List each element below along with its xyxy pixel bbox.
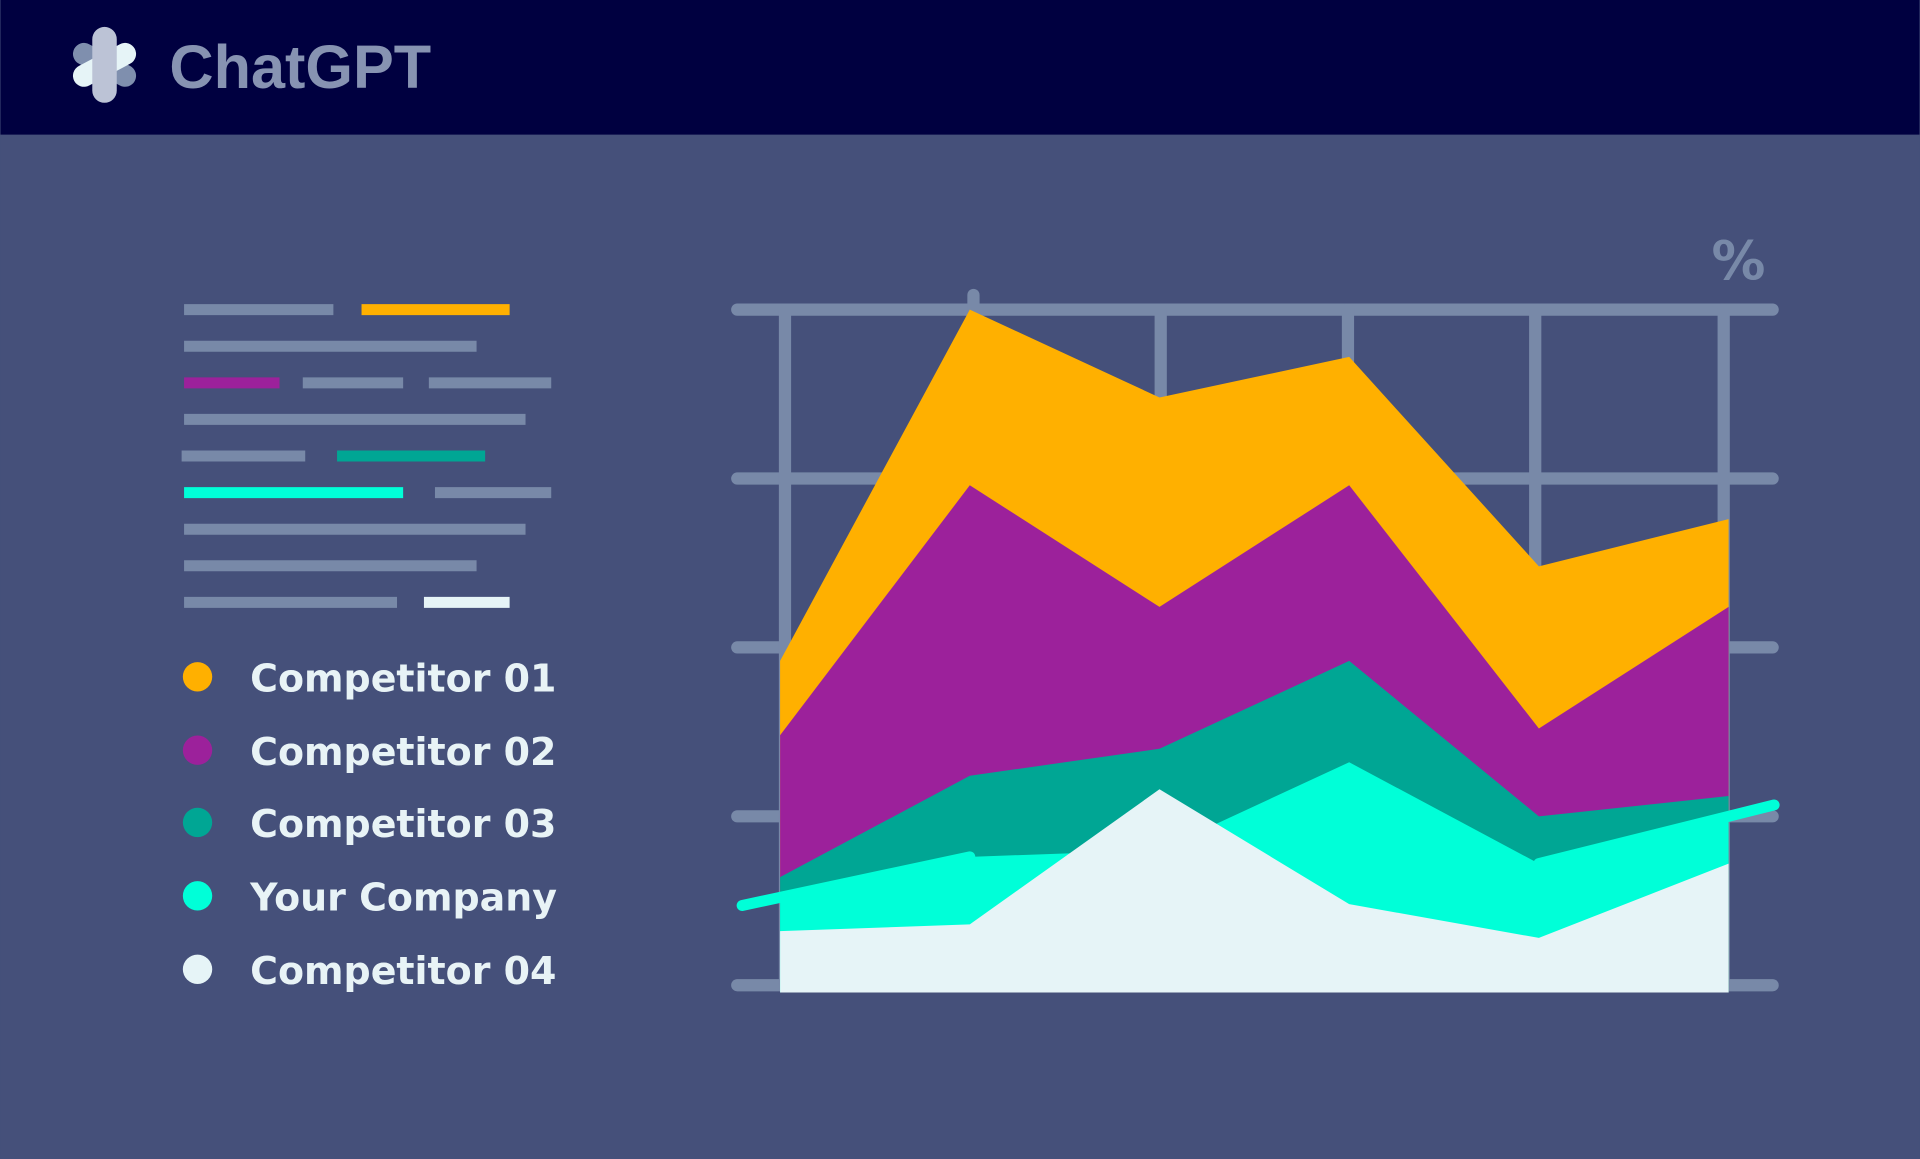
area-competitor-04 [780, 789, 1729, 993]
legend-label: Competitor 01 [250, 656, 556, 700]
legend-item: Your Company [182, 876, 557, 920]
y-axis-unit-label: % [1711, 229, 1765, 292]
legend: Competitor 01 Competitor 02 Competitor 0… [182, 656, 557, 993]
text-block [181, 304, 552, 608]
chatgpt-logo-icon [72, 26, 137, 103]
legend-item: Competitor 04 [182, 949, 556, 993]
legend-dot [182, 881, 213, 911]
header: ChatGPT [0, 0, 1920, 135]
header-bar [0, 0, 1920, 135]
legend-label: Competitor 04 [250, 949, 556, 993]
legend-item: Competitor 01 [182, 656, 556, 700]
legend-item: Competitor 02 [182, 730, 556, 774]
legend-dot [182, 735, 213, 765]
area-chart: % [731, 229, 1780, 993]
legend-label: Competitor 02 [250, 730, 556, 774]
your-company-line-start [736, 851, 976, 912]
your-company-line-end [1533, 799, 1780, 870]
legend-dot [182, 662, 213, 692]
legend-item: Competitor 03 [182, 802, 556, 846]
legend-dot [182, 954, 213, 984]
app-title: ChatGPT [169, 33, 431, 101]
legend-label: Your Company [249, 876, 557, 920]
chart-areas [736, 309, 1780, 993]
legend-dot [182, 807, 213, 838]
legend-label: Competitor 03 [250, 802, 556, 846]
